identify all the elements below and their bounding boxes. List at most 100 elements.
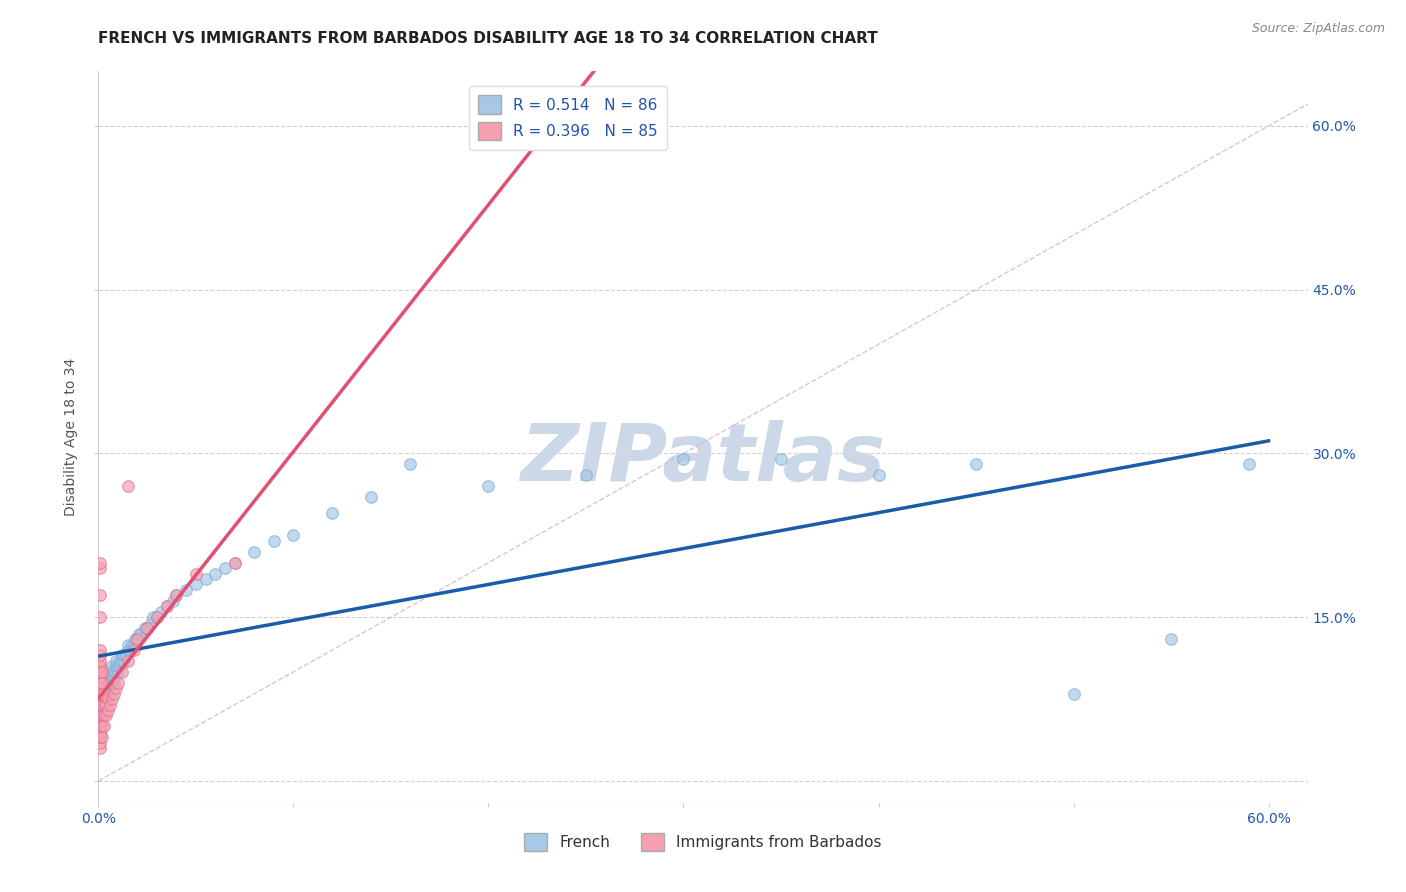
Point [184, 566, 207, 581]
Point [89, 692, 111, 706]
Point [103, 665, 125, 679]
Point [139, 615, 162, 630]
Point [103, 670, 125, 684]
Point [360, 490, 382, 504]
Point [96, 698, 118, 712]
Point [868, 468, 890, 483]
Y-axis label: Disability Age 18 to 34: Disability Age 18 to 34 [65, 358, 79, 516]
Point [101, 665, 124, 679]
Point [104, 654, 127, 668]
Text: FRENCH VS IMMIGRANTS FROM BARBADOS DISABILITY AGE 18 TO 34 CORRELATION CHART: FRENCH VS IMMIGRANTS FROM BARBADOS DISAB… [98, 31, 879, 46]
Point [399, 458, 422, 472]
Point [149, 605, 172, 619]
Point [127, 632, 149, 646]
Point [97, 687, 120, 701]
Point [104, 659, 127, 673]
Point [98, 670, 121, 684]
Point [93, 692, 115, 706]
Point [128, 626, 150, 640]
Point [89, 708, 111, 723]
Point [89, 736, 111, 750]
Point [122, 638, 145, 652]
Point [89, 731, 111, 745]
Point [107, 659, 129, 673]
Point [111, 665, 134, 679]
Point [243, 545, 266, 559]
Point [91, 698, 114, 712]
Point [89, 692, 111, 706]
Point [121, 638, 143, 652]
Point [127, 632, 149, 646]
Point [146, 610, 169, 624]
Point [89, 703, 111, 717]
Point [89, 561, 111, 575]
Point [98, 681, 121, 695]
Point [89, 643, 111, 657]
Point [89, 703, 111, 717]
Point [101, 670, 124, 684]
Point [89, 681, 111, 695]
Point [89, 698, 111, 712]
Point [107, 665, 129, 679]
Point [146, 610, 169, 624]
Point [965, 458, 987, 472]
Point [89, 703, 111, 717]
Point [89, 692, 111, 706]
Point [1237, 458, 1260, 472]
Point [91, 692, 114, 706]
Point [108, 659, 131, 673]
Point [107, 675, 129, 690]
Point [103, 675, 125, 690]
Point [91, 719, 114, 733]
Point [89, 648, 111, 663]
Point [93, 719, 115, 733]
Point [117, 479, 139, 493]
Point [89, 675, 111, 690]
Point [263, 533, 285, 548]
Point [91, 731, 114, 745]
Point [321, 507, 343, 521]
Point [194, 572, 217, 586]
Point [89, 708, 111, 723]
Point [89, 708, 111, 723]
Point [89, 698, 111, 712]
Point [93, 681, 115, 695]
Point [575, 468, 598, 483]
Point [184, 577, 207, 591]
Point [89, 698, 111, 712]
Point [112, 654, 135, 668]
Point [131, 626, 153, 640]
Point [91, 681, 114, 695]
Point [477, 479, 499, 493]
Point [136, 621, 159, 635]
Point [89, 681, 111, 695]
Point [96, 708, 118, 723]
Point [89, 687, 111, 701]
Point [101, 659, 124, 673]
Point [108, 654, 131, 668]
Point [96, 681, 118, 695]
Point [96, 675, 118, 690]
Point [165, 588, 187, 602]
Point [114, 648, 136, 663]
Point [89, 665, 111, 679]
Point [93, 675, 115, 690]
Point [89, 708, 111, 723]
Point [89, 741, 111, 756]
Point [89, 719, 111, 733]
Point [89, 724, 111, 739]
Point [91, 675, 114, 690]
Point [89, 703, 111, 717]
Point [89, 670, 111, 684]
Point [136, 621, 159, 635]
Point [89, 714, 111, 728]
Point [89, 698, 111, 712]
Point [101, 692, 124, 706]
Point [769, 451, 792, 466]
Legend: French, Immigrants from Barbados: French, Immigrants from Barbados [519, 827, 887, 857]
Point [89, 556, 111, 570]
Point [89, 708, 111, 723]
Point [117, 643, 139, 657]
Point [89, 687, 111, 701]
Point [89, 687, 111, 701]
